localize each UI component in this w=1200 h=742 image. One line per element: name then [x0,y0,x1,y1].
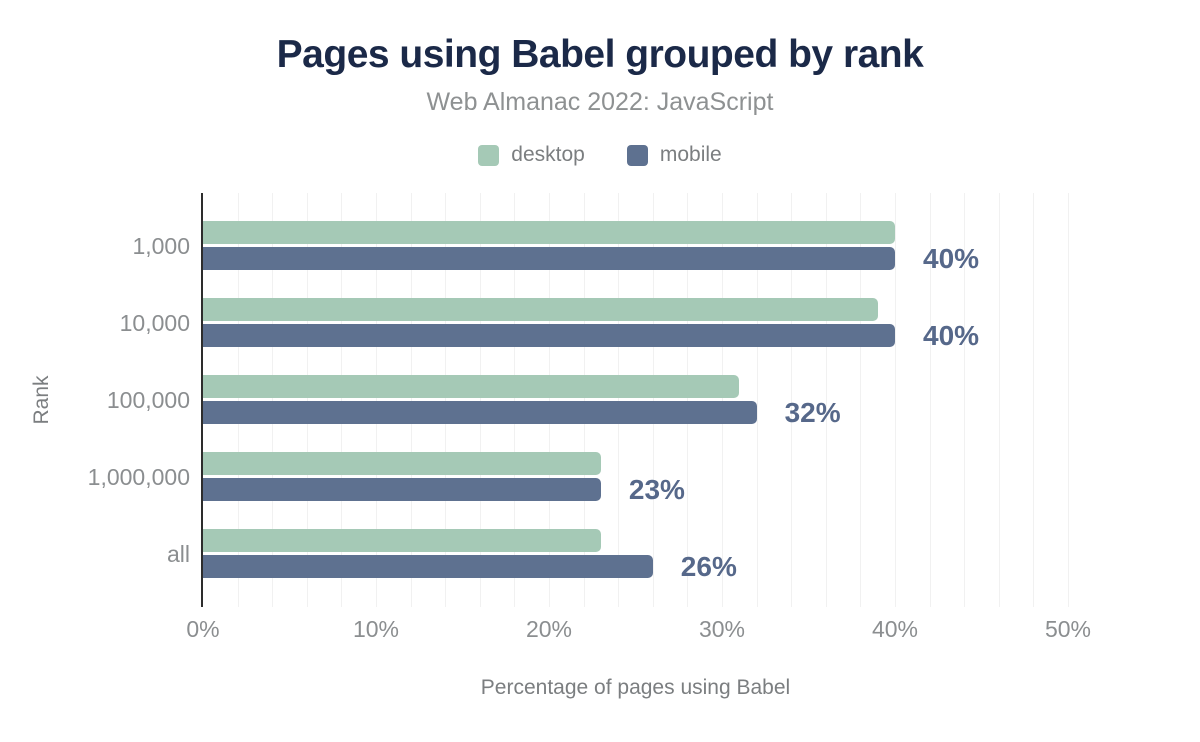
x-tick-label: 10% [352,616,400,642]
legend-item-desktop: desktop [478,143,585,167]
y-tick-label: 1,000,000 [87,463,190,490]
legend-label: mobile [659,143,722,166]
gridline [306,193,308,607]
chart-title: Pages using Babel grouped by rank [276,33,924,76]
x-tick-label: 20% [525,616,573,642]
gridline [895,193,896,607]
x-tick-label: 40% [871,616,919,642]
y-tick-label: 100,000 [106,386,190,413]
bar-desktop-10,000[interactable] [203,298,878,321]
gridline [929,193,931,607]
gridline [272,193,274,607]
value-label: 26% [680,550,737,582]
bar-desktop-1,000[interactable] [203,221,895,244]
gridline [237,193,239,607]
x-tick-label: 0% [186,616,220,642]
x-tick-label: 50% [1044,616,1092,642]
gridline [341,193,343,607]
y-tick-label: 1,000 [132,232,190,259]
gridline [964,193,966,607]
gridline [860,193,862,607]
legend-label: desktop [511,143,585,166]
gridline [652,193,654,607]
value-label: 32% [784,396,841,428]
gridline [756,193,758,607]
value-label: 40% [923,242,980,274]
bar-mobile-1,000[interactable] [203,247,895,270]
gridline [445,193,447,607]
bar-desktop-all[interactable] [203,529,601,552]
gridline [825,193,827,607]
y-tick-label: 10,000 [119,309,190,336]
bar-mobile-all[interactable] [203,555,653,578]
gridline [376,193,377,607]
legend: desktop mobile [0,143,1200,167]
gridline [791,193,793,607]
bar-mobile-10,000[interactable] [203,324,895,347]
legend-swatch-mobile-icon [626,144,648,166]
y-axis-title: Rank [30,375,53,425]
bar-desktop-1,000,000[interactable] [203,452,601,475]
bar-mobile-1,000,000[interactable] [203,478,601,501]
gridline [1033,193,1035,607]
plot-area [201,193,1069,607]
gridline [618,193,620,607]
legend-item-mobile: mobile [626,143,722,167]
gridline [514,193,516,607]
gridline [410,193,412,607]
gridline [479,193,481,607]
gridline [583,193,585,607]
chart-subtitle: Web Almanac 2022: JavaScript [426,88,774,116]
gridline [998,193,1000,607]
gridline [549,193,550,607]
value-label: 40% [923,319,980,351]
gridline [722,193,723,607]
gridline [1068,193,1069,607]
x-axis-title: Percentage of pages using Babel [480,676,791,699]
bar-mobile-100,000[interactable] [203,401,757,424]
y-tick-label: all [166,540,190,567]
x-tick-label: 30% [698,616,746,642]
gridline [687,193,689,607]
value-label: 23% [628,473,685,505]
y-axis-line [201,193,203,607]
legend-swatch-desktop-icon [478,144,500,166]
bar-desktop-100,000[interactable] [203,375,740,398]
